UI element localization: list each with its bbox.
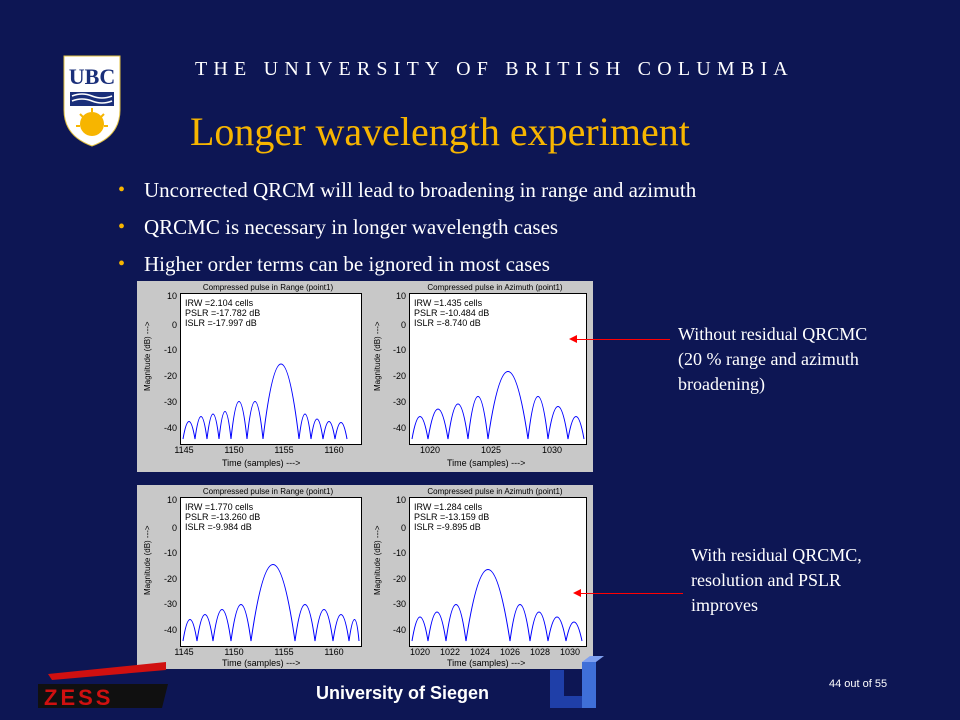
y-axis-label: Magnitude (dB) ---> — [143, 525, 152, 595]
y-tick: 0 — [171, 523, 177, 533]
y-tick: -20 — [163, 574, 177, 584]
x-axis-label: Time (samples) ---> — [222, 458, 301, 468]
plot-range-corrected: IRW =1.770 cells PSLR =-13.260 dB ISLR =… — [180, 497, 362, 647]
y-tick: 10 — [395, 495, 406, 505]
y-tick: -40 — [392, 625, 406, 635]
y-tick: -10 — [163, 345, 177, 355]
bullet-item: • Uncorrected QRCM will lead to broadenin… — [118, 172, 696, 209]
y-tick: -20 — [392, 371, 406, 381]
y-tick: -20 — [163, 371, 177, 381]
figure-panel-top: Compressed pulse in Range (point1) Magni… — [137, 281, 593, 472]
plot-stats: IRW =1.770 cells PSLR =-13.260 dB ISLR =… — [185, 502, 261, 532]
arrowhead-icon — [569, 335, 577, 343]
x-tick: 1145 — [174, 647, 194, 657]
x-tick: 1022 — [439, 647, 461, 657]
y-tick: -30 — [392, 599, 406, 609]
plot-stats: IRW =1.284 cells PSLR =-13.159 dB ISLR =… — [414, 502, 490, 532]
bullet-icon: • — [118, 216, 126, 238]
x-tick: 1024 — [469, 647, 491, 657]
x-axis-label: Time (samples) ---> — [222, 658, 301, 668]
footer-university: University of Siegen — [316, 683, 490, 703]
university-header: THE UNIVERSITY OF BRITISH COLUMBIA — [195, 58, 794, 80]
x-tick: 1150 — [224, 647, 244, 657]
x-tick: 1028 — [529, 647, 551, 657]
x-tick: 1150 — [224, 445, 244, 455]
y-tick: -40 — [163, 423, 177, 433]
plot-azimuth-corrected: IRW =1.284 cells PSLR =-13.159 dB ISLR =… — [409, 497, 587, 647]
plot-title: Compressed pulse in Azimuth (point1) — [427, 283, 563, 292]
bullet-item: • QRCMC is necessary in longer wavelength… — [118, 209, 696, 246]
y-tick: -20 — [392, 574, 406, 584]
y-tick: 10 — [166, 291, 177, 301]
y-tick: -30 — [163, 397, 177, 407]
arrowhead-icon — [573, 589, 581, 597]
plot-azimuth-uncorrected: IRW =1.435 cells PSLR =-10.484 dB ISLR =… — [409, 293, 587, 445]
arrow-line — [576, 339, 670, 340]
x-axis-label: Time (samples) ---> — [447, 658, 526, 668]
bullet-list: • Uncorrected QRCM will lead to broadenin… — [118, 172, 696, 283]
y-tick: -10 — [163, 548, 177, 558]
plot-range-uncorrected: IRW =2.104 cells PSLR =-17.782 dB ISLR =… — [180, 293, 362, 445]
x-tick: 1145 — [174, 445, 194, 455]
plot-stats: IRW =1.435 cells PSLR =-10.484 dB ISLR =… — [414, 298, 490, 328]
slide-title: Longer wavelength experiment — [190, 109, 690, 154]
bullet-icon: • — [118, 179, 126, 201]
svg-text:UBC: UBC — [69, 64, 115, 89]
x-tick: 1155 — [274, 647, 294, 657]
siegen-logo — [546, 656, 608, 712]
x-tick: 1155 — [274, 445, 294, 455]
x-tick: 1160 — [324, 647, 344, 657]
figure-panel-bottom: Compressed pulse in Range (point1) Magni… — [137, 485, 593, 669]
plot-title: Compressed pulse in Azimuth (point1) — [427, 487, 563, 496]
y-tick: 10 — [166, 495, 177, 505]
y-tick: -10 — [392, 345, 406, 355]
x-tick: 1020 — [419, 445, 441, 455]
bullet-icon: • — [118, 253, 126, 275]
y-tick: -40 — [163, 625, 177, 635]
zess-logo-text: ZESS — [44, 685, 113, 710]
bullet-item: • Higher order terms can be ignored in mo… — [118, 246, 696, 283]
zess-logo: ZESS — [38, 660, 173, 710]
y-tick: -40 — [392, 423, 406, 433]
x-tick: 1030 — [559, 647, 581, 657]
page-number: 44 out of 55 — [829, 678, 888, 690]
y-tick: -30 — [163, 599, 177, 609]
plot-title: Compressed pulse in Range (point1) — [202, 487, 334, 496]
x-tick: 1025 — [480, 445, 502, 455]
y-tick: -10 — [392, 548, 406, 558]
x-tick: 1160 — [324, 445, 344, 455]
y-tick: 0 — [400, 523, 406, 533]
note-with-qrcmc: With residual QRCMC, resolution and PSLR… — [691, 545, 862, 615]
y-axis-label: Magnitude (dB) ---> — [373, 321, 382, 391]
note-without-qrcmc: Without residual QRCMC (20 % range and a… — [678, 324, 868, 394]
y-axis-label: Magnitude (dB) ---> — [373, 525, 382, 595]
x-tick: 1030 — [541, 445, 563, 455]
y-axis-label: Magnitude (dB) ---> — [143, 321, 152, 391]
y-tick: 0 — [171, 320, 177, 330]
plot-title: Compressed pulse in Range (point1) — [202, 283, 334, 292]
y-tick: -30 — [392, 397, 406, 407]
ubc-logo: UBC — [60, 52, 124, 148]
y-tick: 10 — [395, 291, 406, 301]
x-tick: 1020 — [409, 647, 431, 657]
arrow-line — [580, 593, 683, 594]
y-tick: 0 — [400, 320, 406, 330]
plot-stats: IRW =2.104 cells PSLR =-17.782 dB ISLR =… — [185, 298, 261, 328]
x-axis-label: Time (samples) ---> — [447, 458, 526, 468]
x-tick: 1026 — [499, 647, 521, 657]
